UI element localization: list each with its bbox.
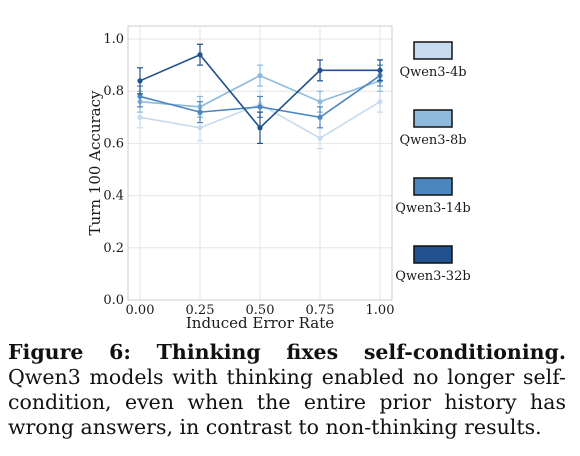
- figure-caption: Figure 6: Thinking fixes self-conditioni…: [8, 340, 566, 440]
- y-tick-label: 0.0: [103, 293, 124, 308]
- legend-swatch: [413, 177, 453, 196]
- legend-swatch: [413, 41, 453, 60]
- data-point: [317, 114, 323, 120]
- series-layer: [137, 43, 383, 150]
- legend-label: Qwen3-14b: [395, 201, 470, 216]
- data-point: [377, 99, 383, 105]
- data-point: [317, 135, 323, 141]
- y-axis-title: Turn 100 Accuracy: [86, 90, 104, 235]
- legend-swatch: [413, 109, 453, 128]
- y-tick-label: 0.4: [103, 189, 124, 204]
- series-qwen3-32b: [137, 43, 383, 145]
- data-point: [257, 72, 263, 79]
- ticks-layer: 0.0 0.2 0.4 0.6 0.8 1.0 0.00 0.25 0.50 0.75 1.00: [103, 32, 394, 318]
- data-point: [317, 99, 323, 105]
- data-point: [137, 114, 143, 120]
- data-point: [377, 67, 383, 73]
- chart: 0.0 0.2 0.4 0.6 0.8 1.0 0.00 0.25 0.50 0.75 1.00 I…: [86, 25, 471, 332]
- caption-text: Qwen3 models with thinking enabled no lo…: [8, 365, 566, 439]
- data-point: [197, 109, 203, 115]
- legend: Qwen3-4b Qwen3-8b Qwen3-14b Qwen3-32b: [395, 41, 471, 284]
- x-tick-label: 0.50: [246, 303, 275, 318]
- data-point: [197, 125, 203, 131]
- x-axis-title: Induced Error Rate: [186, 314, 334, 332]
- legend-swatch: [413, 245, 453, 264]
- y-tick-label: 0.2: [103, 241, 124, 256]
- legend-label: Qwen3-4b: [399, 65, 466, 80]
- x-tick-label: 0.25: [186, 303, 215, 318]
- caption-label: Figure 6: Thinking fixes self-conditioni…: [8, 340, 566, 364]
- data-point: [137, 93, 143, 100]
- y-tick-label: 0.8: [103, 84, 124, 99]
- x-tick-label: 0.75: [306, 303, 335, 318]
- y-tick-label: 1.0: [103, 32, 124, 47]
- series-qwen3-14b: [137, 64, 383, 129]
- data-point: [257, 104, 263, 110]
- data-point: [137, 78, 143, 84]
- y-tick-label: 0.6: [103, 136, 124, 151]
- data-point: [317, 67, 323, 73]
- legend-label: Qwen3-8b: [399, 133, 466, 148]
- data-point: [257, 125, 263, 131]
- legend-label: Qwen3-32b: [395, 269, 470, 284]
- plot-frame: [127, 25, 393, 301]
- data-point: [197, 52, 203, 58]
- x-tick-label: 1.00: [366, 303, 395, 318]
- x-tick-label: 0.00: [126, 303, 155, 318]
